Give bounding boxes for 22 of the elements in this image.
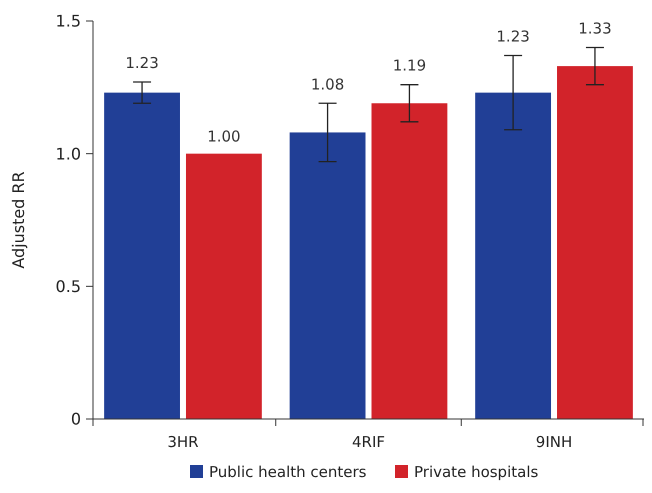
- bar: [557, 66, 633, 419]
- bar: [475, 92, 552, 419]
- y-tick-label: 0.5: [56, 276, 81, 296]
- data-label: 1.23: [496, 27, 530, 46]
- data-label: 1.08: [310, 75, 344, 94]
- data-label: 1.33: [578, 20, 612, 38]
- y-tick-label: 1.5: [56, 12, 81, 31]
- x-tick-label: 4RIF: [352, 433, 386, 451]
- legend-label: Private hospitals: [414, 463, 538, 481]
- y-axis-title: Adjusted RR: [9, 171, 28, 269]
- bar: [104, 92, 180, 419]
- data-label: 1.23: [125, 54, 159, 72]
- bar: [290, 132, 366, 419]
- x-tick-label: 3HR: [167, 433, 199, 451]
- bar: [372, 103, 448, 419]
- data-label: 1.00: [207, 128, 241, 146]
- legend-label: Public health centers: [209, 463, 367, 481]
- y-tick-label: 1.0: [56, 144, 81, 164]
- data-label: 1.19: [392, 56, 426, 75]
- y-tick-label: 0: [70, 410, 81, 429]
- bar: [186, 154, 262, 419]
- x-tick-label: 9INH: [536, 433, 572, 451]
